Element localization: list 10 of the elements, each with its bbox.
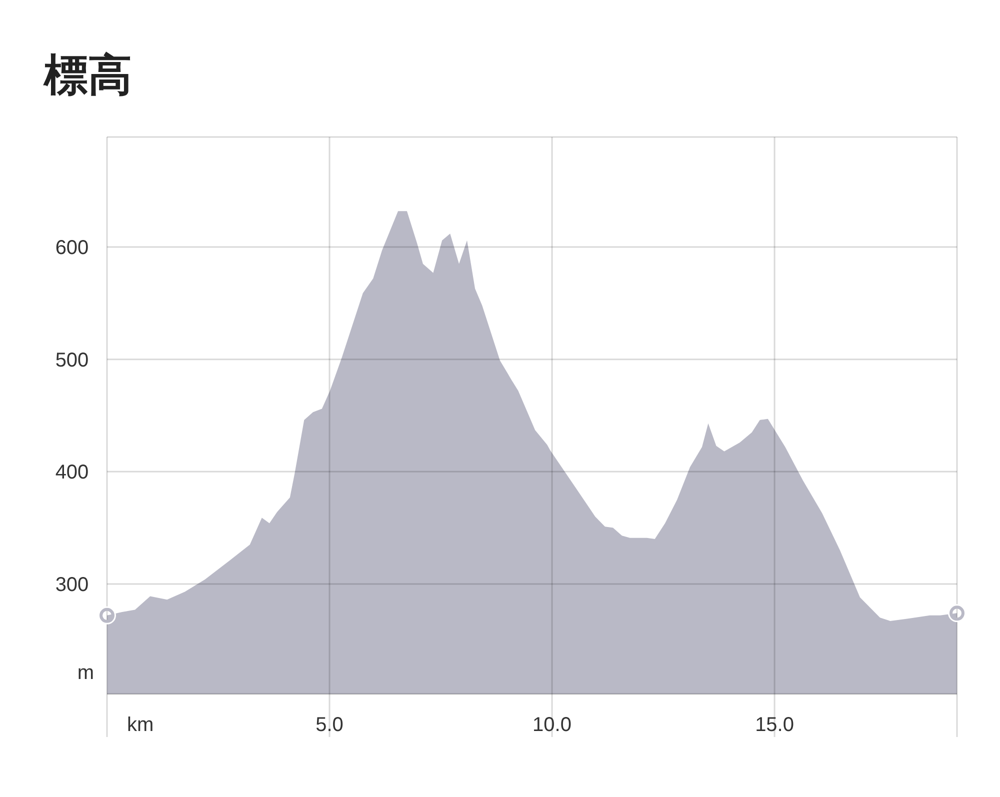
chart-title: 標高: [43, 51, 132, 100]
x-tick-label: 10.0: [532, 714, 572, 736]
x-tick-label: 5.0: [316, 714, 344, 736]
y-tick-label: 400: [55, 462, 89, 484]
y-tick-label: 300: [55, 574, 89, 596]
x-tick-label: 15.0: [755, 714, 794, 736]
x-axis-title: km: [127, 714, 154, 736]
y-axis-title: m: [77, 662, 94, 684]
y-tick-label: 600: [55, 237, 89, 260]
y-tick-label: 500: [55, 349, 89, 372]
